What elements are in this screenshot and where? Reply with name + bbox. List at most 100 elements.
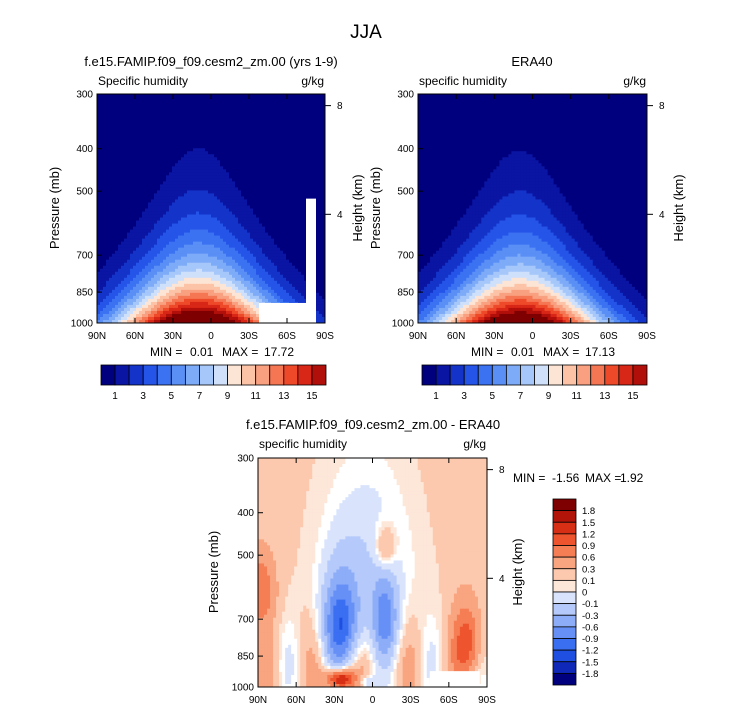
x-tick-label: 60N — [126, 331, 144, 342]
colorbar-swatch — [311, 364, 327, 386]
colorbar-swatch — [241, 364, 257, 386]
panel-title: f.e15.FAMIP.f09_f09.cesm2_zm.00 (yrs 1-9… — [84, 54, 337, 69]
colorbar-swatch — [552, 661, 577, 674]
x-tick-label: 30S — [240, 331, 258, 342]
colorbar-swatch — [269, 364, 285, 386]
heatmap-plot-area — [97, 94, 325, 323]
colorbar: 1 3 5 7 9 11 13 15 — [100, 364, 327, 402]
colorbar: 1.81.51.20.90.60.30.10-0.1-0.3-0.6-0.9-1… — [552, 498, 598, 686]
x-tick-label: 90S — [316, 331, 334, 342]
y-axis-label: Pressure (mb) — [368, 167, 383, 249]
y-axis-label: Pressure (mb) — [47, 167, 62, 249]
y-tick-label: 850 — [76, 288, 93, 299]
colorbar-swatch — [552, 603, 577, 616]
x-tick-label: 60S — [600, 331, 618, 342]
y-tick-label: 300 — [237, 454, 254, 465]
x-tick-label: 0 — [530, 331, 536, 342]
y-tick-label: 400 — [237, 508, 254, 519]
colorbar-label: 9 — [225, 391, 231, 402]
colorbar-label: 13 — [599, 391, 611, 402]
height-tick-label: 8 — [659, 101, 665, 112]
panel-title: ERA40 — [511, 54, 552, 69]
colorbar-label: 0 — [582, 588, 587, 599]
y-tick-label: 300 — [76, 90, 93, 101]
colorbar-swatch — [604, 364, 620, 386]
panel-era40: ERA40 specific humidity g/kg 90N 60N 30N 0 3… — [368, 54, 686, 402]
max-label: MAX = — [585, 471, 621, 485]
colorbar-swatch — [576, 364, 592, 386]
y-axis-right-label: Height (km) — [350, 174, 365, 241]
colorbar-label: 15 — [306, 391, 318, 402]
min-label: MIN = — [150, 345, 182, 359]
colorbar-swatch — [297, 364, 313, 386]
missing-data-region — [259, 302, 309, 323]
y-tick-label: 700 — [76, 251, 93, 262]
colorbar-swatch — [184, 364, 200, 386]
x-tick-label: 30N — [325, 695, 343, 706]
max-value: 1.92 — [620, 471, 644, 485]
x-tick-label: 60N — [287, 695, 305, 706]
heatmap-plot-area — [418, 94, 647, 323]
colorbar-swatch — [552, 591, 577, 605]
colorbar-swatch — [227, 364, 243, 386]
colorbar: 1 3 5 7 9 11 13 15 — [421, 364, 648, 402]
colorbar-swatch — [421, 364, 437, 386]
colorbar-label: 5 — [169, 391, 175, 402]
x-tick-label: 90S — [478, 695, 496, 706]
colorbar-swatch — [520, 364, 535, 386]
colorbar-label: -0.6 — [582, 622, 598, 633]
min-value: -1.56 — [552, 471, 580, 485]
colorbar-swatch — [255, 364, 271, 386]
colorbar-label: -1.2 — [582, 646, 598, 657]
height-tick-label: 4 — [659, 210, 665, 221]
min-label: MIN = — [513, 471, 545, 485]
colorbar-swatch — [552, 672, 577, 686]
colorbar-swatch — [552, 626, 577, 639]
colorbar-label: 0.6 — [582, 553, 595, 564]
colorbar-swatch — [505, 364, 521, 386]
colorbar-label: 9 — [546, 391, 552, 402]
y-tick-label: 700 — [237, 615, 254, 626]
x-tick-label: 60S — [278, 331, 296, 342]
colorbar-swatch — [552, 638, 577, 651]
axes: 90N 60N 30N 0 30S 60S 90S 300 400 500 700 850 1000 4 8 — [392, 90, 665, 343]
colorbar-label: 11 — [571, 391, 582, 402]
colorbar-label: 0.3 — [582, 564, 595, 575]
colorbar-label: 7 — [518, 391, 524, 402]
min-value: 0.01 — [511, 345, 535, 359]
colorbar-swatch — [552, 568, 577, 581]
panel-units-label: g/kg — [301, 74, 324, 88]
panel-title: f.e15.FAMIP.f09_f09.cesm2_zm.00 - ERA40 — [246, 417, 500, 432]
colorbar-swatch — [552, 556, 577, 570]
y-axis-label: Pressure (mb) — [206, 531, 221, 613]
colorbar-swatch — [552, 545, 577, 558]
x-tick-label: 90N — [88, 331, 106, 342]
x-tick-label: 30N — [485, 331, 503, 342]
x-tick-label: 60N — [447, 331, 465, 342]
colorbar-swatch — [552, 498, 577, 512]
colorbar-swatch — [199, 364, 214, 386]
y-tick-label: 300 — [397, 90, 414, 101]
y-tick-label: 1000 — [232, 683, 255, 694]
y-axis-right-label: Height (km) — [671, 174, 686, 241]
colorbar-swatch — [618, 364, 634, 386]
colorbar-label: -0.1 — [582, 599, 598, 610]
min-label: MIN = — [471, 345, 503, 359]
colorbar-label: 1.8 — [582, 506, 595, 517]
max-value: 17.72 — [264, 345, 294, 359]
colorbar-label: 1 — [433, 391, 439, 402]
colorbar-swatch — [449, 364, 465, 386]
colorbar-swatch — [548, 364, 564, 386]
heatmap-plot-area — [258, 458, 487, 687]
x-tick-label: 60S — [440, 695, 458, 706]
max-label: MAX = — [222, 345, 258, 359]
colorbar-swatch — [128, 364, 144, 386]
colorbar-swatch — [170, 364, 186, 386]
y-tick-label: 700 — [397, 251, 414, 262]
y-axis-right-label: Height (km) — [510, 538, 525, 605]
max-value: 17.13 — [585, 345, 615, 359]
axes: 90N 60N 30N 0 30S 60S 90S 300 400 500 700 850 1000 4 8 — [232, 454, 505, 707]
y-tick-label: 850 — [397, 288, 414, 299]
colorbar-label: 0.9 — [582, 541, 595, 552]
